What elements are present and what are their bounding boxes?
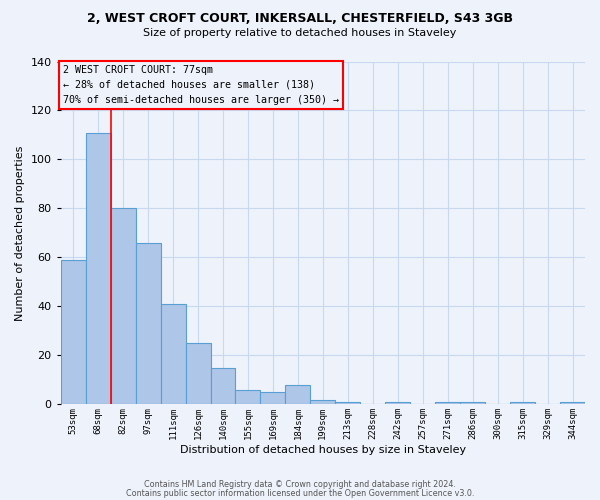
Bar	[61, 260, 86, 404]
Text: Contains HM Land Registry data © Crown copyright and database right 2024.: Contains HM Land Registry data © Crown c…	[144, 480, 456, 489]
Bar	[260, 392, 286, 404]
Text: Size of property relative to detached houses in Staveley: Size of property relative to detached ho…	[143, 28, 457, 38]
Bar	[310, 400, 335, 404]
Bar	[211, 368, 235, 405]
Bar	[435, 402, 460, 404]
Bar	[235, 390, 260, 404]
Bar	[335, 402, 361, 404]
Bar	[385, 402, 410, 404]
Y-axis label: Number of detached properties: Number of detached properties	[15, 146, 25, 320]
Text: 2, WEST CROFT COURT, INKERSALL, CHESTERFIELD, S43 3GB: 2, WEST CROFT COURT, INKERSALL, CHESTERF…	[87, 12, 513, 26]
Bar	[510, 402, 535, 404]
Bar	[110, 208, 136, 404]
Bar	[136, 243, 161, 404]
X-axis label: Distribution of detached houses by size in Staveley: Distribution of detached houses by size …	[180, 445, 466, 455]
Bar	[161, 304, 185, 404]
Bar	[286, 385, 310, 404]
Bar	[86, 132, 110, 404]
Bar	[185, 343, 211, 404]
Bar	[460, 402, 485, 404]
Text: Contains public sector information licensed under the Open Government Licence v3: Contains public sector information licen…	[126, 489, 474, 498]
Text: 2 WEST CROFT COURT: 77sqm
← 28% of detached houses are smaller (138)
70% of semi: 2 WEST CROFT COURT: 77sqm ← 28% of detac…	[64, 65, 340, 104]
Bar	[560, 402, 585, 404]
